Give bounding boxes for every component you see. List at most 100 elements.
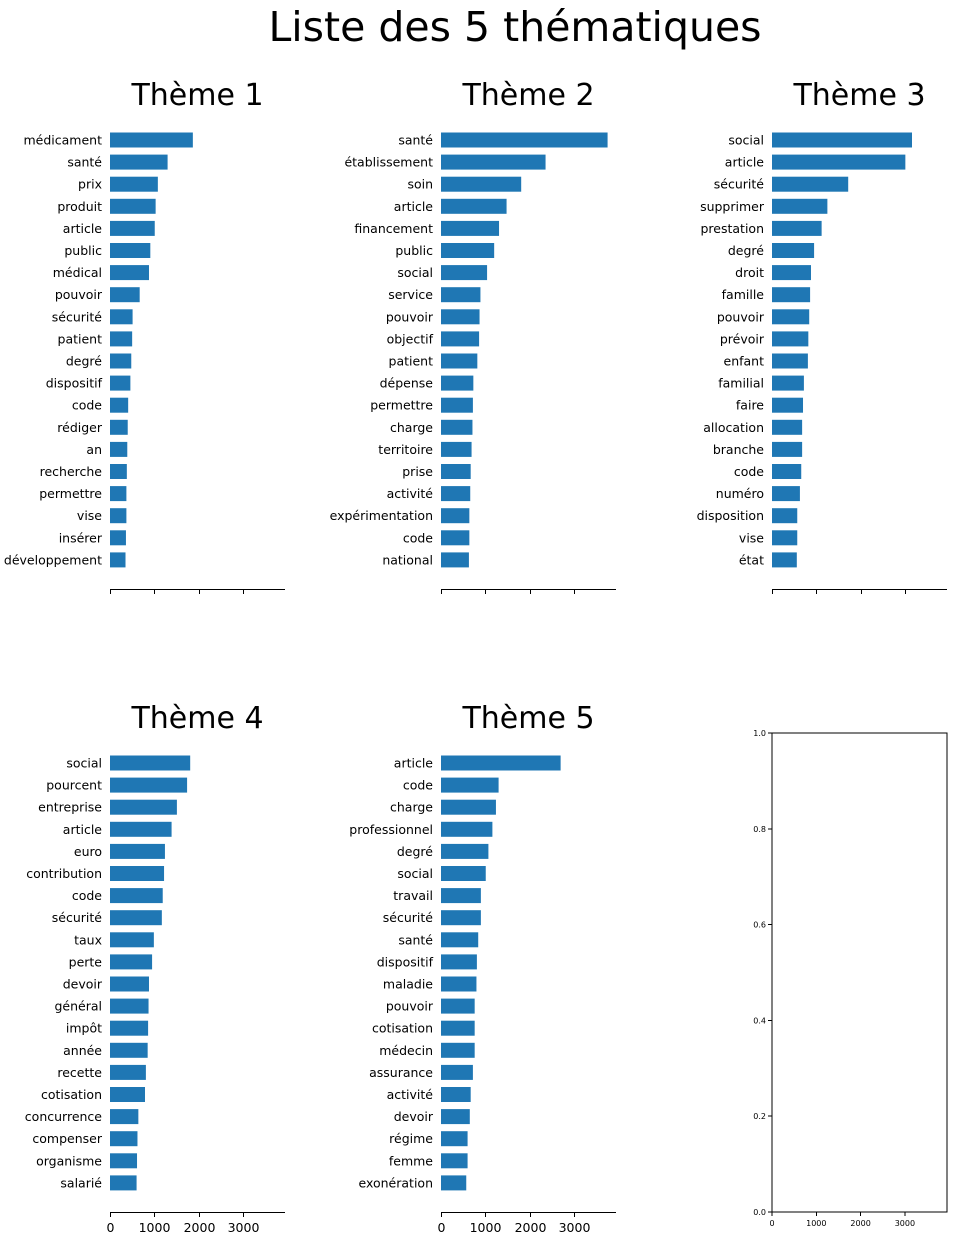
bar-contribution: [110, 866, 164, 881]
bar-taux: [110, 932, 154, 947]
category-label: faire: [736, 398, 764, 413]
bar-public: [110, 243, 150, 258]
x-tick-label: 2000: [184, 1220, 216, 1235]
bar-devoir: [441, 1109, 470, 1124]
category-label: entreprise: [38, 800, 102, 815]
bar-euro: [110, 844, 165, 859]
x-tick-label: 1000: [139, 1220, 171, 1235]
bar-patient: [110, 331, 132, 346]
bar-cotisation: [441, 1021, 475, 1036]
axes-frame: [772, 733, 947, 1212]
category-label: code: [403, 778, 433, 793]
category-label: sécurité: [52, 910, 103, 925]
bar-an: [110, 442, 127, 457]
bar-faire: [772, 398, 803, 413]
category-label: article: [394, 199, 434, 214]
category-label: expérimentation: [330, 508, 433, 523]
bar-prévoir: [772, 331, 808, 346]
x-tick-label: 0: [438, 1220, 446, 1235]
category-label: branche: [713, 442, 764, 457]
x-tick-label: 2000: [515, 1220, 547, 1235]
y-tick-label: 0.6: [753, 921, 766, 930]
bar-impôt: [110, 1021, 148, 1036]
category-label: pouvoir: [386, 999, 434, 1014]
bar-pouvoir: [110, 287, 140, 302]
category-label: sécurité: [52, 309, 103, 324]
category-label: produit: [57, 199, 102, 214]
y-tick-label: 1.0: [753, 729, 766, 738]
bar-cotisation: [110, 1087, 145, 1102]
bar-soin: [441, 177, 521, 192]
bar-santé: [110, 155, 168, 170]
category-label: assurance: [369, 1065, 433, 1080]
category-label: contribution: [26, 866, 102, 881]
category-label: cotisation: [41, 1087, 102, 1102]
category-label: article: [63, 221, 103, 236]
bar-médecin: [441, 1043, 475, 1058]
bar-rédiger: [110, 420, 128, 435]
category-label: développement: [4, 552, 102, 567]
category-label: charge: [390, 800, 433, 815]
category-label: numéro: [716, 486, 764, 501]
category-label: code: [72, 888, 102, 903]
bar-objectif: [441, 331, 479, 346]
bar-perte: [110, 954, 152, 969]
x-tick-label: 1000: [806, 1219, 826, 1228]
category-label: insérer: [59, 530, 103, 545]
bar-degré: [110, 354, 131, 369]
category-label: concurrence: [25, 1109, 103, 1124]
panel-4: Thème 4 social pourcent entreprise article eu…: [25, 701, 285, 1235]
bar-médical: [110, 265, 149, 280]
category-label: recherche: [40, 464, 103, 479]
category-label: public: [395, 243, 433, 258]
bar-charge: [441, 800, 496, 815]
category-label: degré: [728, 243, 764, 258]
category-label: devoir: [394, 1109, 434, 1124]
category-label: maladie: [383, 977, 433, 992]
category-label: sécurité: [383, 910, 434, 925]
category-label: social: [66, 756, 102, 771]
bar-social: [772, 133, 912, 148]
bar-vise: [110, 508, 126, 523]
category-label: allocation: [703, 420, 764, 435]
panel-title: Thème 2: [461, 78, 594, 113]
category-label: dispositif: [46, 376, 103, 391]
bar-sécurité: [441, 910, 481, 925]
bar-sécurité: [110, 910, 162, 925]
bar-service: [441, 287, 480, 302]
panel-6: 0 1000 2000 3000 0.0 0.2 0.4 0.6 0.8 1.0: [753, 729, 947, 1228]
category-label: article: [63, 822, 103, 837]
y-tick-label: 0.4: [753, 1016, 766, 1025]
category-label: santé: [398, 932, 433, 947]
category-label: exonération: [359, 1175, 434, 1190]
bar-degré: [441, 844, 488, 859]
category-label: dispositif: [377, 954, 434, 969]
bar-article: [441, 199, 507, 214]
category-label: rédiger: [57, 420, 103, 435]
category-label: degré: [397, 844, 433, 859]
bar-recherche: [110, 464, 127, 479]
x-tick-label: 3000: [895, 1219, 915, 1228]
bar-disposition: [772, 508, 797, 523]
category-label: compenser: [32, 1131, 102, 1146]
y-tick-label: 0.8: [753, 825, 766, 834]
panel-title: Thème 4: [130, 701, 263, 736]
bar-état: [772, 552, 797, 567]
category-label: prise: [402, 464, 433, 479]
bar-médicament: [110, 133, 193, 148]
bar-santé: [441, 932, 478, 947]
category-label: pouvoir: [386, 309, 434, 324]
bar-dispositif: [110, 376, 130, 391]
category-label: famille: [722, 287, 765, 302]
category-label: article: [725, 155, 765, 170]
figure-suptitle: Liste des 5 thématiques: [268, 3, 761, 51]
x-tick-label: 3000: [228, 1220, 260, 1235]
bar-exonération: [441, 1175, 466, 1190]
category-label: service: [388, 287, 433, 302]
panel-2: Thème 2 santé établissement soin article fina…: [330, 78, 616, 594]
category-label: objectif: [387, 331, 434, 346]
category-label: droit: [735, 265, 764, 280]
bar-familial: [772, 376, 804, 391]
bar-travail: [441, 888, 481, 903]
